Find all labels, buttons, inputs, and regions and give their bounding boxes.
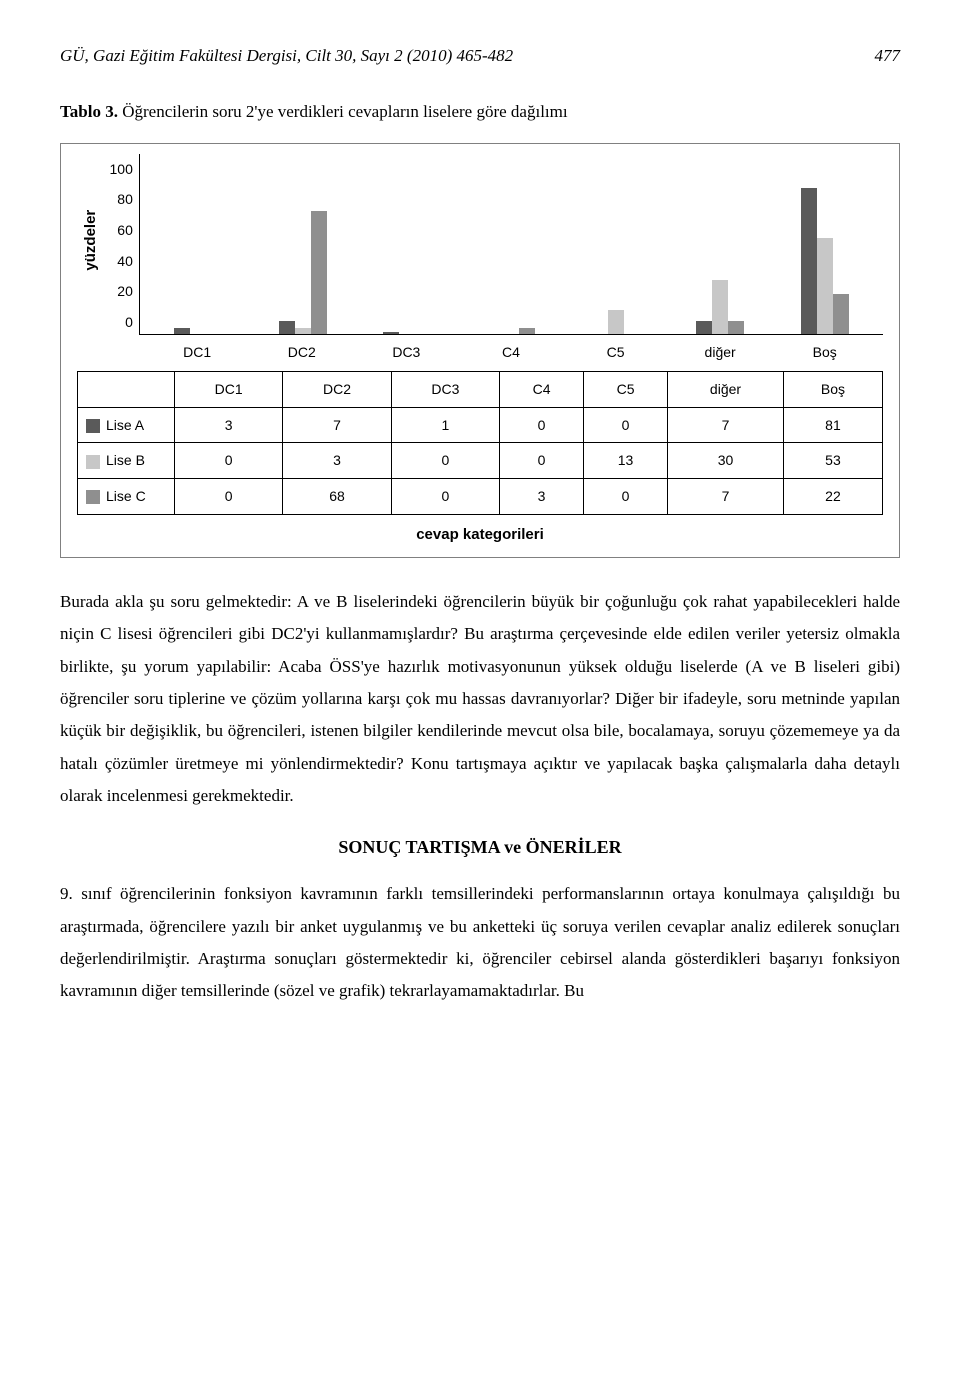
bar bbox=[311, 211, 327, 333]
bar-group bbox=[668, 280, 772, 334]
y-tick: 80 bbox=[110, 186, 133, 213]
x-axis-label: cevap kategorileri bbox=[77, 521, 883, 550]
series-name: Lise A bbox=[106, 417, 144, 433]
table-col-header: C4 bbox=[500, 372, 584, 408]
table-cell: 53 bbox=[783, 443, 882, 479]
chart-data-table: DC1 DC2 DC3 C4 C5 diğer Boş Lise A371007… bbox=[77, 371, 883, 514]
chart-area: yüzdeler 100 80 60 40 20 0 DC1 DC2 DC3 C… bbox=[77, 154, 883, 366]
bar bbox=[696, 321, 712, 334]
chart-container: yüzdeler 100 80 60 40 20 0 DC1 DC2 DC3 C… bbox=[60, 143, 900, 558]
bar bbox=[383, 332, 399, 334]
series-name: Lise B bbox=[106, 452, 145, 468]
table-col-header: DC1 bbox=[175, 372, 283, 408]
journal-title: GÜ, Gazi Eğitim Fakültesi Dergisi, Cilt … bbox=[60, 40, 513, 72]
table-caption: Tablo 3. Öğrencilerin soru 2'ye verdikle… bbox=[60, 96, 900, 128]
y-axis-label: yüzdeler bbox=[77, 154, 106, 366]
table-cell: 0 bbox=[175, 443, 283, 479]
table-cell: 1 bbox=[391, 407, 499, 443]
y-tick: 100 bbox=[110, 156, 133, 183]
bar bbox=[712, 280, 728, 334]
table-row: Lise A37100781 bbox=[78, 407, 883, 443]
bar-group bbox=[250, 211, 354, 333]
bar-plot bbox=[139, 154, 883, 335]
table-cell: 3 bbox=[175, 407, 283, 443]
table-cell: 22 bbox=[783, 478, 882, 514]
x-tick: Boş bbox=[772, 339, 877, 366]
table-cell: 0 bbox=[584, 407, 668, 443]
x-tick: diğer bbox=[668, 339, 773, 366]
section-heading: SONUÇ TARTIŞMA ve ÖNERİLER bbox=[60, 830, 900, 864]
table-cell: 7 bbox=[283, 407, 391, 443]
series-label-cell: Lise A bbox=[78, 407, 175, 443]
bar bbox=[174, 328, 190, 333]
bar bbox=[728, 321, 744, 334]
series-name: Lise C bbox=[106, 488, 146, 504]
bar bbox=[801, 188, 817, 334]
table-cell: 0 bbox=[500, 443, 584, 479]
table-cell: 0 bbox=[500, 407, 584, 443]
bar bbox=[608, 310, 624, 333]
table-cell: 68 bbox=[283, 478, 391, 514]
bar bbox=[833, 294, 849, 334]
bar bbox=[817, 238, 833, 333]
table-cell: 0 bbox=[175, 478, 283, 514]
series-label-cell: Lise C bbox=[78, 478, 175, 514]
table-caption-text: Öğrencilerin soru 2'ye verdikleri cevapl… bbox=[118, 102, 568, 121]
x-tick: DC3 bbox=[354, 339, 459, 366]
x-tick: DC1 bbox=[145, 339, 250, 366]
bar-group bbox=[564, 310, 668, 333]
legend-swatch bbox=[86, 419, 100, 433]
x-tick: C5 bbox=[563, 339, 668, 366]
x-tick: C4 bbox=[459, 339, 564, 366]
table-header-row: DC1 DC2 DC3 C4 C5 diğer Boş bbox=[78, 372, 883, 408]
table-cell: 30 bbox=[668, 443, 784, 479]
bar bbox=[279, 321, 295, 334]
legend-swatch bbox=[86, 490, 100, 504]
bar bbox=[295, 328, 311, 333]
x-tick: DC2 bbox=[249, 339, 354, 366]
legend-swatch bbox=[86, 455, 100, 469]
table-row: Lise C068030722 bbox=[78, 478, 883, 514]
plot-wrap: DC1 DC2 DC3 C4 C5 diğer Boş bbox=[139, 154, 883, 366]
table-col-header: DC3 bbox=[391, 372, 499, 408]
y-axis-ticks: 100 80 60 40 20 0 bbox=[110, 154, 133, 336]
table-cell: 7 bbox=[668, 407, 784, 443]
y-tick: 20 bbox=[110, 278, 133, 305]
y-tick: 40 bbox=[110, 248, 133, 275]
table-cell: 13 bbox=[584, 443, 668, 479]
bar-group bbox=[773, 188, 877, 334]
bar-group bbox=[146, 328, 250, 333]
table-row: Lise B0300133053 bbox=[78, 443, 883, 479]
y-tick: 0 bbox=[110, 309, 133, 336]
paragraph: 9. sınıf öğrencilerinin fonksiyon kavram… bbox=[60, 878, 900, 1007]
table-cell: 0 bbox=[584, 478, 668, 514]
table-col-header: Boş bbox=[783, 372, 882, 408]
running-header: GÜ, Gazi Eğitim Fakültesi Dergisi, Cilt … bbox=[60, 40, 900, 72]
paragraph: Burada akla şu soru gelmektedir: A ve B … bbox=[60, 586, 900, 812]
bar-group bbox=[355, 332, 459, 334]
table-cell: 81 bbox=[783, 407, 882, 443]
table-number: Tablo 3. bbox=[60, 102, 118, 121]
table-col-header: C5 bbox=[584, 372, 668, 408]
table-col-header: diğer bbox=[668, 372, 784, 408]
table-cell: 7 bbox=[668, 478, 784, 514]
table-corner-cell bbox=[78, 372, 175, 408]
x-axis-ticks: DC1 DC2 DC3 C4 C5 diğer Boş bbox=[139, 335, 883, 366]
series-label-cell: Lise B bbox=[78, 443, 175, 479]
table-cell: 3 bbox=[283, 443, 391, 479]
bar bbox=[519, 328, 535, 333]
table-cell: 0 bbox=[391, 443, 499, 479]
page-number: 477 bbox=[875, 40, 901, 72]
y-tick: 60 bbox=[110, 217, 133, 244]
bar-group bbox=[459, 328, 563, 333]
table-col-header: DC2 bbox=[283, 372, 391, 408]
table-cell: 3 bbox=[500, 478, 584, 514]
table-cell: 0 bbox=[391, 478, 499, 514]
